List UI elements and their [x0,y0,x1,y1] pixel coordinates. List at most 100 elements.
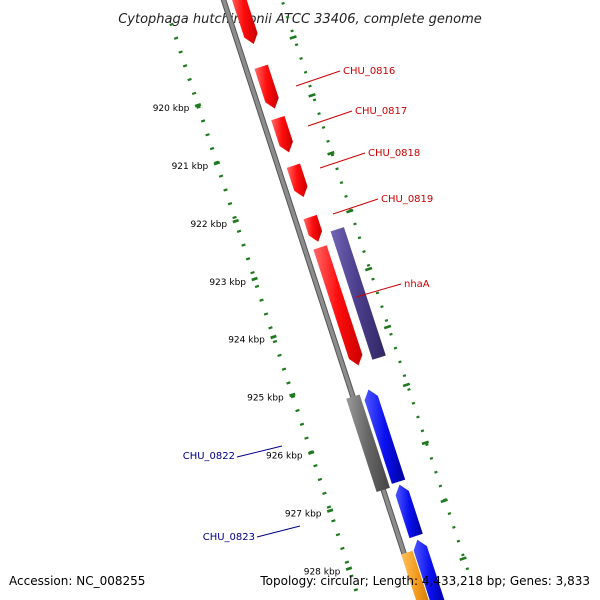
tick-mark [461,553,465,557]
ruler-label: 922 kbp [190,220,227,230]
tick-mark [362,250,366,254]
gene-label-leader [319,152,366,169]
tick-mark [173,36,179,40]
ruler-label: 921 kbp [172,162,209,172]
tick-mark [402,374,407,378]
tick-mark [321,125,326,129]
major-tick [232,218,239,224]
major-tick [346,208,354,214]
major-tick [383,324,392,330]
backbone-line [221,0,422,600]
tick-mark [312,98,317,102]
gene-cog-purple [330,227,386,360]
map-title: Cytophaga hutchinsonii ATCC 33406, compl… [118,12,482,27]
tick-mark [326,139,330,143]
tick-mark [272,339,278,344]
gene-label-leader [307,110,353,127]
gene-label: CHU_0822 [183,451,235,462]
tick-mark [236,229,242,233]
gene-label-leader [236,445,283,458]
tick-mark [227,202,233,206]
tick-mark [398,360,402,364]
gene-forward [286,163,308,198]
tick-mark [366,263,371,267]
tick-mark [447,512,452,516]
tick-mark [295,408,300,413]
major-tick [289,392,296,398]
tick-mark [187,77,192,82]
tick-mark [407,387,411,391]
gene-forward [254,64,279,109]
major-tick [213,160,221,166]
ruler-label: 923 kbp [209,278,246,288]
tick-mark [384,318,389,323]
tick-mark [339,181,344,185]
gene-forward [232,0,258,44]
tick-mark [209,146,215,151]
tick-mark [380,305,384,309]
gene-forward [271,116,293,153]
tick-mark [438,484,443,488]
tick-mark [285,15,290,19]
tick-mark [357,236,362,240]
tick-mark [286,381,291,385]
tick-mark [434,470,438,474]
ruler-label: 928 kbp [304,567,341,577]
major-tick [326,508,334,513]
ruler-label: 927 kbp [285,509,322,519]
tick-mark [353,222,357,226]
tick-mark [429,456,434,460]
tick-mark [371,277,375,281]
gene-forward [313,245,363,366]
tick-mark [326,505,332,509]
tick-mark [205,133,210,137]
ruler-label: 925 kbp [247,394,284,404]
ruler-label: 926 kbp [266,452,303,462]
tick-mark [304,436,309,440]
gene-forward [303,214,323,242]
major-tick [327,150,335,156]
tick-mark [254,284,260,289]
major-tick [270,334,277,340]
tick-mark [331,519,336,523]
gene-label: CHU_0817 [355,106,407,117]
tick-mark [344,560,350,564]
major-tick [364,266,373,272]
ruler-label: 924 kbp [228,336,265,346]
major-tick [194,103,202,108]
tick-mark [169,22,174,27]
tick-mark [281,1,285,5]
major-tick [402,382,411,388]
tick-mark [313,464,318,468]
tick-mark [178,50,183,54]
tick-mark [200,119,206,123]
tick-mark [281,367,287,371]
tick-mark [465,567,470,571]
gene-reverse [395,484,423,539]
tick-mark [259,298,264,302]
tick-mark [425,443,429,447]
major-tick [440,498,448,504]
tick-mark [308,84,312,88]
gene-reverse [413,539,445,600]
tick-mark [299,56,303,61]
major-tick [308,93,316,98]
gene-label-leader [256,525,301,538]
tick-mark [223,188,228,192]
accession-text: Accession: NC_008255 [9,574,145,588]
tick-mark [389,332,393,336]
labels-layer: CHU_0816 CHU_0817 CHU_0818 CHU_0819 nhaA CHU_… [183,66,434,543]
gene-cog-orange [401,550,429,600]
backbone-layer [220,0,423,600]
tick-mark [303,70,308,74]
tick-mark [322,491,327,495]
gene-label: nhaA [404,279,430,290]
tick-mark [344,194,348,198]
tick-mark [250,270,255,275]
tick-mark [299,422,305,426]
gene-label-leader [332,198,379,215]
tick-mark [294,43,299,47]
tick-mark [268,326,273,330]
ruler-label: 920 kbp [153,104,190,114]
